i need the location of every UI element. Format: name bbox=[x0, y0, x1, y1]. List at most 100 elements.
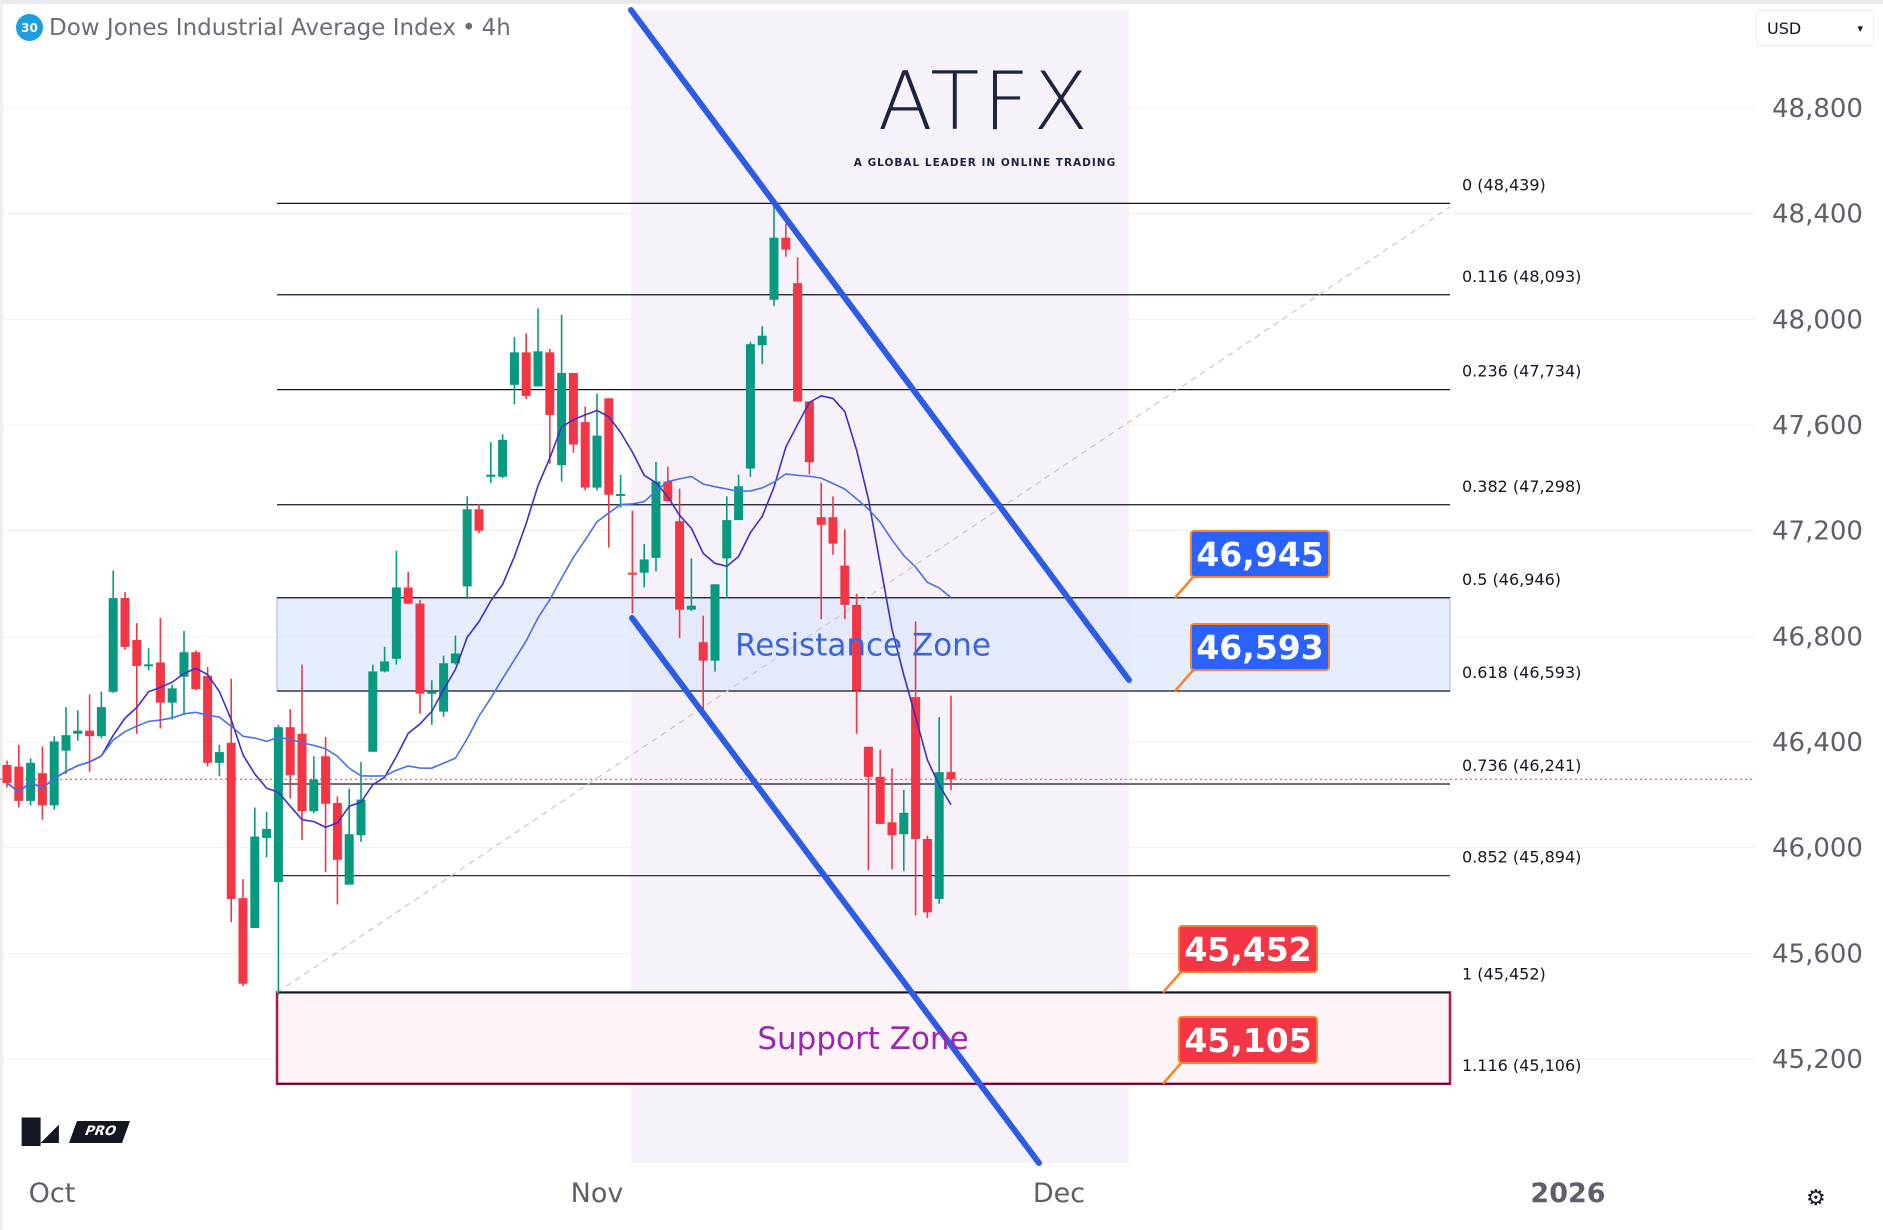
candle-body bbox=[380, 661, 390, 672]
candle-body bbox=[439, 663, 449, 712]
candle bbox=[474, 503, 484, 534]
y-tick-label: 48,800 bbox=[1772, 94, 1863, 124]
candle-body bbox=[344, 834, 354, 885]
symbol-badge: 30 bbox=[16, 14, 43, 41]
fib-level-label: 0.736 (46,241) bbox=[1462, 756, 1581, 775]
tradingview-logo[interactable]: █◢ PRO bbox=[22, 1118, 130, 1146]
y-tick-label: 46,000 bbox=[1772, 834, 1863, 864]
candle-body bbox=[911, 697, 921, 839]
candle bbox=[214, 744, 224, 777]
candle-body bbox=[627, 572, 637, 575]
candle-body bbox=[49, 741, 59, 806]
candle-body bbox=[533, 351, 543, 387]
candle bbox=[828, 496, 838, 555]
candle-body bbox=[639, 559, 649, 573]
candle-body bbox=[309, 779, 319, 812]
candle-body bbox=[852, 604, 862, 691]
candle bbox=[568, 372, 578, 453]
candle bbox=[462, 496, 472, 600]
channel-upper-line[interactable] bbox=[628, 7, 1132, 683]
candle-body bbox=[769, 237, 779, 300]
candle bbox=[391, 550, 401, 665]
candle-body bbox=[616, 493, 626, 496]
y-tick-label: 48,400 bbox=[1772, 200, 1863, 230]
candle bbox=[722, 496, 732, 599]
candle-body bbox=[285, 727, 295, 776]
candle-body bbox=[2, 764, 12, 783]
candle-body bbox=[710, 584, 720, 661]
candle bbox=[108, 570, 118, 693]
candle bbox=[745, 341, 755, 477]
candle bbox=[238, 879, 248, 987]
candle bbox=[863, 746, 873, 871]
candle bbox=[804, 401, 814, 475]
candle-body bbox=[757, 335, 767, 346]
candle-body bbox=[14, 766, 24, 801]
x-tick-label: Dec bbox=[1033, 1178, 1085, 1209]
candle-body bbox=[875, 776, 885, 824]
price-label-pointer bbox=[1174, 668, 1195, 692]
candle bbox=[380, 646, 390, 673]
candle-body bbox=[521, 352, 531, 396]
y-tick-label: 47,200 bbox=[1772, 517, 1863, 547]
candle bbox=[14, 744, 24, 808]
price-label-46593: 46,593 bbox=[1190, 623, 1330, 671]
y-tick-label: 46,400 bbox=[1772, 728, 1863, 758]
candle bbox=[781, 223, 791, 257]
candle bbox=[344, 788, 354, 885]
currency-selector[interactable]: USD ▾ bbox=[1756, 10, 1874, 46]
fib-level-label: 0.236 (47,734) bbox=[1462, 362, 1581, 381]
candle-body bbox=[804, 401, 814, 463]
interval-label[interactable]: 4h bbox=[481, 14, 511, 41]
candle-body bbox=[321, 756, 331, 804]
candle bbox=[899, 789, 909, 872]
chart-header: 30 Dow Jones Industrial Average Index • … bbox=[16, 14, 511, 41]
fib-level-label: 0 (48,439) bbox=[1462, 175, 1546, 194]
candle-body bbox=[85, 730, 95, 737]
candle-body bbox=[297, 733, 307, 812]
candle bbox=[226, 678, 236, 923]
candle-body bbox=[474, 509, 484, 531]
y-tick-label: 48,000 bbox=[1772, 305, 1863, 335]
candle bbox=[521, 333, 531, 400]
candle-body bbox=[462, 509, 472, 587]
candle bbox=[96, 691, 106, 739]
candle bbox=[686, 558, 696, 611]
chevron-down-icon: ▾ bbox=[1857, 21, 1863, 35]
price-label-pointer bbox=[1162, 1061, 1183, 1085]
candle bbox=[911, 621, 921, 916]
atfx-logo: ATFX A GLOBAL LEADER IN ONLINE TRADING bbox=[850, 52, 1120, 170]
candle bbox=[2, 760, 12, 788]
y-tick-label: 45,200 bbox=[1772, 1045, 1863, 1075]
fib-level-label: 1.116 (45,106) bbox=[1462, 1056, 1581, 1075]
candle-body bbox=[557, 372, 567, 466]
candle-body bbox=[332, 803, 342, 860]
candle bbox=[710, 584, 720, 672]
candle bbox=[155, 617, 165, 729]
candle bbox=[262, 812, 272, 858]
candle bbox=[734, 474, 744, 521]
symbol-title[interactable]: Dow Jones Industrial Average Index bbox=[49, 14, 457, 41]
candle bbox=[85, 694, 95, 772]
candle bbox=[887, 768, 897, 870]
candle-body bbox=[651, 481, 661, 558]
logo-tagline: A GLOBAL LEADER IN ONLINE TRADING bbox=[853, 157, 1117, 169]
candle-body bbox=[899, 812, 909, 835]
candle-body bbox=[863, 746, 873, 777]
candle bbox=[191, 650, 201, 691]
candle bbox=[132, 623, 142, 734]
candle bbox=[509, 337, 519, 405]
candle bbox=[273, 724, 283, 996]
channel-lower-line[interactable] bbox=[629, 615, 1042, 1166]
tv-pro-badge: PRO bbox=[68, 1121, 130, 1143]
candle bbox=[793, 257, 803, 402]
x-tick-label: 2026 bbox=[1530, 1178, 1605, 1209]
candle-body bbox=[391, 587, 401, 659]
gear-icon[interactable]: ⚙ bbox=[1806, 1186, 1826, 1211]
fib-level-label: 0.5 (46,946) bbox=[1462, 570, 1561, 589]
candle-body bbox=[568, 372, 578, 445]
candle bbox=[852, 593, 862, 734]
candle-body bbox=[120, 598, 130, 647]
